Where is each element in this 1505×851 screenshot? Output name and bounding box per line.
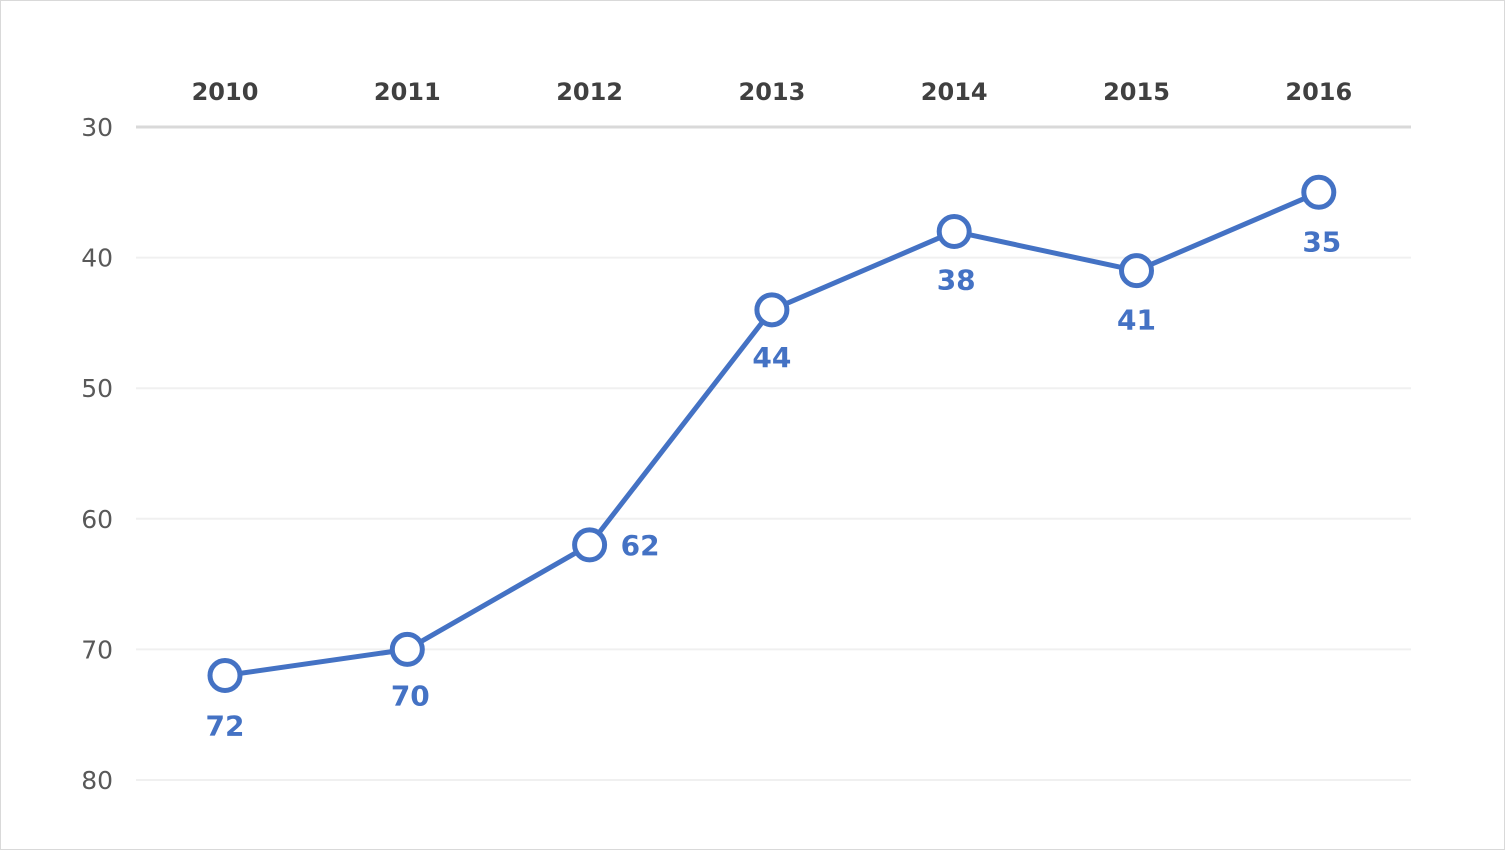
x-tick-label: 2015 [1103,78,1170,106]
data-point-marker [572,527,608,563]
y-tick-label: 80 [81,766,113,795]
data-point-marker [754,292,790,328]
y-tick-label: 30 [81,113,113,142]
data-label: 70 [391,679,430,712]
x-tick-label: 2013 [739,78,806,106]
data-label: 62 [621,529,660,562]
data-label: 35 [1302,225,1341,258]
x-tick-label: 2010 [192,78,259,106]
data-point-marker [936,213,972,249]
y-tick-label: 60 [81,505,113,534]
data-label: 41 [1117,304,1156,337]
data-point-marker [389,631,425,667]
data-label: 44 [752,341,791,374]
y-tick-label: 70 [81,635,113,664]
y-tick-label: 50 [81,374,113,403]
series-line [224,190,1320,678]
data-point-marker [1301,174,1337,210]
x-tick-label: 2016 [1285,78,1352,106]
x-tick-label: 2011 [374,78,441,106]
data-label: 38 [937,263,976,296]
data-point-marker [207,658,243,694]
x-tick-label: 2012 [556,78,623,106]
y-tick-label: 40 [81,244,113,273]
data-label: 72 [206,710,245,743]
x-tick-label: 2014 [921,78,988,106]
data-point-marker [1119,253,1154,289]
